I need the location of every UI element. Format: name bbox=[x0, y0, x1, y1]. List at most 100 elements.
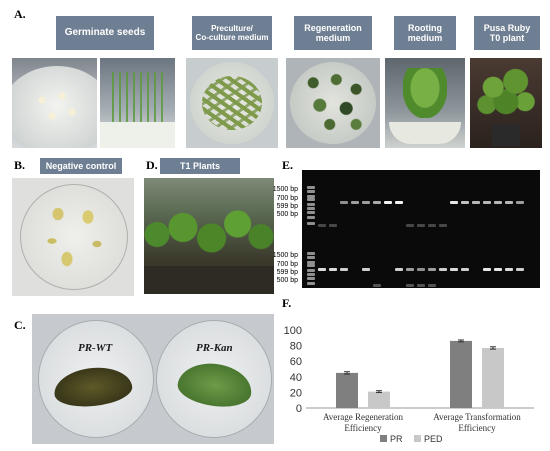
ladder-band bbox=[307, 252, 315, 255]
ladder-top-1500: 1500 bp bbox=[272, 186, 298, 193]
primer-dimer-band bbox=[428, 224, 436, 227]
sample-band bbox=[340, 268, 348, 271]
photo-rooting-jar bbox=[385, 58, 465, 148]
ladder-band bbox=[307, 195, 315, 198]
primer-dimer-band bbox=[417, 284, 425, 287]
sample-band bbox=[505, 201, 513, 204]
ladder-band bbox=[307, 211, 315, 214]
ladder-bottom-500: 500 bp bbox=[276, 277, 298, 284]
t0-plant-foliage bbox=[474, 64, 538, 122]
leaf-explants bbox=[202, 76, 262, 130]
ladder-band bbox=[307, 186, 315, 189]
sample-band bbox=[362, 201, 370, 204]
ladder-top-500: 500 bp bbox=[276, 211, 298, 218]
sample-band bbox=[494, 201, 502, 204]
panel-d-label: D. bbox=[146, 158, 158, 172]
header-rooting-line1: Rooting bbox=[408, 22, 442, 33]
seedlings bbox=[112, 72, 164, 122]
ladder-band bbox=[307, 207, 315, 210]
bar-ped bbox=[368, 391, 390, 408]
header-regeneration-line2: medium bbox=[315, 33, 351, 43]
sample-band bbox=[395, 268, 403, 271]
bar-ped bbox=[482, 347, 504, 408]
sample-band bbox=[362, 268, 370, 271]
ladder-band bbox=[307, 203, 315, 206]
primer-dimer-band bbox=[318, 224, 326, 227]
ladder-top-700: 700 bp bbox=[276, 195, 298, 202]
category-label: Average Regeneration bbox=[323, 412, 404, 422]
header-preculture-line1: Preculture/ bbox=[211, 23, 253, 33]
header-germinate-seeds: Germinate seeds bbox=[56, 16, 154, 50]
photo-seedlings-jar bbox=[100, 58, 175, 148]
ladder-band bbox=[307, 222, 315, 225]
photo-preculture-plate bbox=[186, 58, 278, 148]
rooting-shoot bbox=[403, 68, 447, 118]
photo-germinating-seeds-plate bbox=[12, 58, 97, 148]
regenerating-calli bbox=[300, 70, 366, 134]
header-negative-control: Negative control bbox=[40, 158, 122, 174]
sample-band bbox=[472, 201, 480, 204]
agar-medium bbox=[100, 122, 175, 148]
bar-pr bbox=[450, 340, 472, 408]
ladder-band bbox=[307, 273, 315, 276]
sample-band bbox=[483, 201, 491, 204]
primer-dimer-band bbox=[428, 284, 436, 287]
sample-band bbox=[340, 201, 348, 204]
t0-pot bbox=[492, 124, 520, 146]
sample-band bbox=[351, 201, 359, 204]
photo-regeneration-plate bbox=[286, 58, 380, 148]
bar-pr bbox=[336, 372, 358, 408]
sample-band bbox=[406, 268, 414, 271]
ladder-band bbox=[307, 256, 315, 259]
sample-band bbox=[516, 201, 524, 204]
ladder-bottom-700: 700 bp bbox=[276, 261, 298, 268]
sample-band bbox=[450, 268, 458, 271]
legend-swatch-ped bbox=[414, 435, 421, 442]
sample-band bbox=[516, 268, 524, 271]
primer-dimer-band bbox=[406, 224, 414, 227]
photo-pusa-ruby-t0 bbox=[470, 58, 542, 148]
rooting-medium-agar bbox=[389, 122, 461, 144]
sample-band bbox=[417, 268, 425, 271]
y-tick-label: 80 bbox=[290, 341, 302, 353]
legend-swatch-pr bbox=[380, 435, 387, 442]
sample-band bbox=[461, 268, 469, 271]
sample-band bbox=[439, 268, 447, 271]
sample-band bbox=[494, 268, 502, 271]
sample-band bbox=[461, 201, 469, 204]
photo-kanamycin-plates: PR-WT PR-Kan bbox=[32, 314, 274, 444]
y-tick-label: 40 bbox=[290, 372, 302, 384]
sample-band bbox=[373, 201, 381, 204]
ladder-band bbox=[307, 264, 315, 267]
panel-c-label: C. bbox=[14, 318, 26, 332]
legend-label-pr: PR bbox=[390, 434, 403, 444]
panel-f-label: F. bbox=[282, 296, 292, 310]
header-t1-plants: T1 Plants bbox=[160, 158, 240, 174]
category-label: Average Transformation bbox=[433, 412, 521, 422]
label-pr-wt: PR-WT bbox=[78, 342, 113, 354]
category-label: Efficiency bbox=[344, 423, 382, 433]
photo-t1-plants bbox=[144, 178, 274, 294]
sample-band bbox=[450, 201, 458, 204]
seeds bbox=[32, 88, 82, 128]
sample-band bbox=[329, 268, 337, 271]
primer-dimer-band bbox=[417, 224, 425, 227]
header-rooting-line2: medium bbox=[407, 33, 443, 43]
panel-e-label: E. bbox=[282, 158, 294, 172]
header-regeneration-line1: Regeneration bbox=[304, 22, 362, 33]
header-negative-control-text: Negative control bbox=[45, 160, 117, 171]
header-rooting: Rooting medium bbox=[394, 16, 456, 50]
ladder-band bbox=[307, 269, 315, 272]
header-preculture: Preculture/ Co-culture medium bbox=[192, 16, 272, 50]
photo-negative-control-plate bbox=[12, 178, 134, 296]
y-tick-label: 100 bbox=[284, 325, 302, 337]
ladder-band bbox=[307, 261, 315, 264]
ladder-band bbox=[307, 277, 315, 280]
panel-a-label: A. bbox=[14, 7, 26, 21]
header-pusa-ruby: Pusa Ruby T0 plant bbox=[474, 16, 540, 50]
sample-band bbox=[395, 201, 403, 204]
category-label: Efficiency bbox=[458, 423, 496, 433]
sample-band bbox=[318, 268, 326, 271]
header-regeneration: Regeneration medium bbox=[294, 16, 372, 50]
